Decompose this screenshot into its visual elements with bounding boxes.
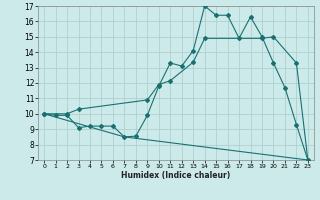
X-axis label: Humidex (Indice chaleur): Humidex (Indice chaleur) [121, 171, 231, 180]
